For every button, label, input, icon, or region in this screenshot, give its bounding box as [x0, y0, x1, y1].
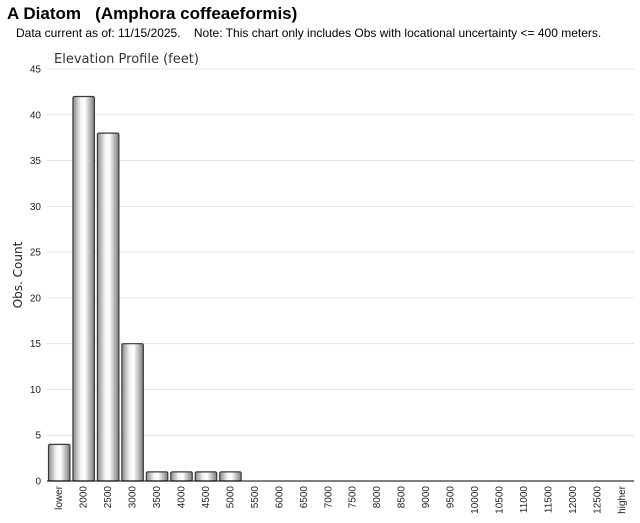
x-tick-label: 3500: [152, 486, 163, 509]
y-tick-label: 15: [30, 339, 42, 350]
x-tick-label: lower: [54, 485, 65, 510]
x-tick-label: 11000: [519, 486, 530, 514]
y-tick-label: 10: [30, 385, 42, 396]
x-tick-label: 5500: [250, 486, 261, 509]
data-note: Data current as of: 11/15/2025. Note: Th…: [16, 26, 602, 40]
bar: [219, 471, 242, 482]
x-tick-label: 10000: [470, 486, 481, 514]
x-tick-labels: lower 2000 2500 3000 3500 4000 4500 5000 5500 600…: [54, 485, 628, 513]
y-tick-label: 25: [30, 248, 42, 259]
bar: [72, 95, 96, 482]
x-tick-label: 3000: [128, 486, 139, 509]
y-tick-label: 20: [30, 293, 42, 304]
y-tick-label: 5: [35, 431, 41, 442]
x-tick-label: 9000: [421, 486, 432, 509]
bar: [170, 471, 193, 482]
x-tick-label: 2500: [103, 486, 114, 509]
y-tick-label: 45: [30, 65, 42, 76]
y-tick-label: 0: [35, 477, 41, 488]
bars: [47, 95, 242, 482]
x-tick-label: 9500: [446, 486, 457, 509]
x-tick-label: 6000: [274, 486, 285, 509]
bar: [96, 132, 120, 482]
x-tick-label: 8500: [397, 486, 408, 509]
bar: [121, 343, 144, 482]
x-tick-label: 5000: [225, 486, 236, 509]
x-tick-label: 2000: [79, 486, 90, 509]
x-tick-label: 7500: [348, 486, 359, 509]
x-tick-label: 8000: [372, 486, 383, 509]
x-tick-label: higher: [617, 485, 628, 513]
y-axis-label: Obs. Count: [11, 241, 25, 308]
bar: [47, 443, 71, 482]
bar: [194, 471, 218, 482]
page-title: A Diatom (Amphora coffeaeformis): [7, 4, 298, 23]
y-tick-labels: 0 5 10 15 20 25 30 35 40 45: [30, 65, 42, 488]
x-tick-label: 4000: [177, 486, 188, 509]
x-tick-label: 6500: [299, 486, 310, 509]
x-tick-label: 11500: [543, 486, 554, 514]
bar: [145, 471, 169, 482]
x-tick-label: 7000: [323, 486, 334, 509]
x-tick-label: 12000: [568, 486, 579, 514]
y-tick-label: 40: [30, 110, 42, 121]
grid-lines: [47, 68, 634, 436]
y-tick-label: 35: [30, 156, 42, 167]
x-tick-label: 4500: [201, 486, 212, 509]
x-tick-label: 10500: [494, 486, 505, 514]
chart-title: Elevation Profile (feet): [54, 52, 199, 67]
x-tick-label: 12500: [592, 486, 603, 514]
y-tick-label: 30: [30, 202, 42, 213]
